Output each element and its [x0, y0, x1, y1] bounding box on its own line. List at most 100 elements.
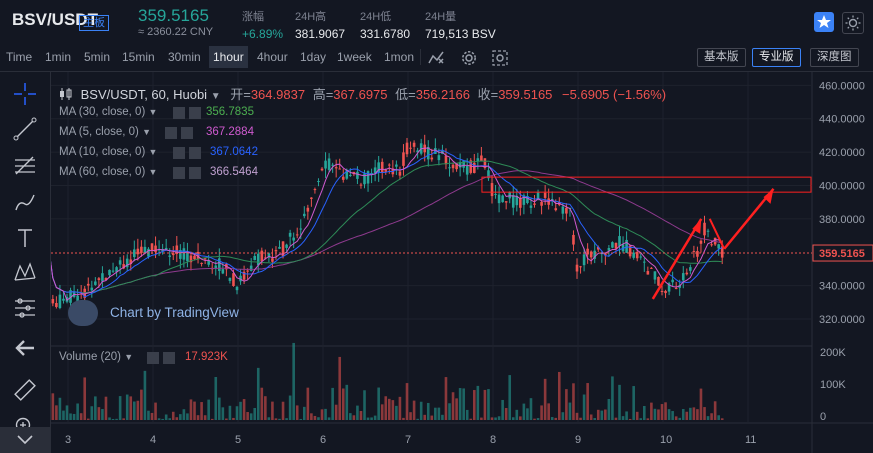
ma30-label[interactable]: MA (30, close, 0) ▼ — [59, 106, 158, 118]
settings-gear-icon[interactable] — [461, 50, 477, 66]
text-tool-icon[interactable] — [13, 226, 37, 250]
ma5-label[interactable]: MA (5, close, 0) ▼ — [59, 126, 152, 138]
ruler-icon[interactable] — [13, 378, 37, 402]
theme-sun-icon[interactable] — [842, 12, 864, 34]
volume-bar — [596, 409, 600, 420]
price-axis-label: 380.0000 — [819, 214, 865, 226]
candle — [565, 207, 568, 214]
pattern-tool-icon[interactable] — [13, 260, 37, 284]
volume-bar — [76, 403, 79, 420]
candle — [483, 158, 487, 169]
candle — [416, 150, 419, 153]
volume-bar — [359, 410, 363, 420]
volume-bar — [430, 415, 434, 420]
tf-1hour[interactable]: 1hour — [209, 46, 248, 68]
indicators-icon[interactable] — [428, 50, 444, 66]
tf-4hour[interactable]: 4hour — [257, 50, 288, 64]
candle — [710, 244, 713, 246]
volume-bar — [86, 418, 90, 420]
volume-bar — [572, 383, 575, 420]
volume-settings-icon[interactable] — [147, 352, 159, 364]
time-axis-label: 5 — [235, 434, 241, 446]
ma60-close-icon[interactable] — [189, 167, 201, 179]
volume-bar — [497, 416, 501, 420]
candle — [614, 242, 618, 249]
ma10-close-icon[interactable] — [189, 147, 201, 159]
ma60-label[interactable]: MA (60, close, 0) ▼ — [59, 166, 158, 178]
volume-bar — [203, 415, 207, 420]
candle — [104, 278, 108, 281]
candle — [572, 234, 575, 245]
volume-bar — [246, 412, 249, 420]
board-tag: 主板 — [79, 15, 109, 31]
volume-close-icon[interactable] — [163, 352, 175, 364]
volume-bar — [614, 417, 618, 420]
tf-15min[interactable]: 15min — [122, 50, 155, 64]
ma10-label[interactable]: MA (10, close, 0) ▼ — [59, 146, 158, 158]
candle — [494, 193, 497, 195]
volume-bar — [101, 409, 104, 420]
back-arrow-icon[interactable] — [13, 336, 37, 360]
down-arrow — [708, 218, 726, 250]
price-axis-label: 400.0000 — [819, 180, 865, 192]
candle — [504, 201, 508, 203]
candle — [171, 253, 175, 256]
volume-bar — [547, 403, 550, 420]
volume-bar — [437, 407, 441, 420]
volume-bar — [334, 404, 338, 420]
candle — [320, 168, 324, 171]
ma60-settings-icon[interactable] — [173, 167, 185, 179]
volume-bar — [90, 406, 94, 420]
ma5-close-icon[interactable] — [181, 127, 193, 139]
candle — [689, 267, 692, 271]
ma30-settings-icon[interactable] — [173, 107, 185, 119]
candle — [621, 244, 625, 252]
candle — [653, 271, 657, 280]
depth-chart-button[interactable]: 深度图 — [810, 48, 859, 67]
volume-bar — [611, 376, 614, 420]
measure-tool-icon[interactable] — [13, 296, 37, 320]
tf-5min[interactable]: 5min — [84, 50, 111, 64]
trend-line-icon[interactable] — [13, 117, 37, 141]
volume-bar — [115, 418, 118, 420]
ma10-settings-icon[interactable] — [173, 147, 185, 159]
volume-bar — [480, 417, 483, 420]
basic-version-button[interactable]: 基本版 — [697, 48, 746, 67]
volume-bar — [189, 399, 193, 420]
pro-version-button[interactable]: 专业版 — [752, 48, 801, 67]
candle — [607, 247, 611, 251]
tf-1min[interactable]: 1min — [45, 50, 72, 64]
change-value: −5.6905 (−1.56%) — [562, 87, 667, 102]
volume-bar — [111, 418, 115, 420]
volume-bar — [221, 407, 225, 420]
candle — [664, 290, 667, 294]
crosshair-icon[interactable] — [13, 82, 37, 106]
volume-bar — [458, 388, 462, 420]
ma5-settings-icon[interactable] — [165, 127, 177, 139]
tf-30min[interactable]: 30min — [168, 50, 201, 64]
tf-1mon[interactable]: 1mon — [384, 50, 415, 64]
screenshot-camera-icon[interactable] — [492, 50, 508, 66]
ma5-value: 367.2884 — [206, 126, 254, 138]
time-axis-label: 4 — [150, 434, 156, 446]
candle — [129, 259, 133, 265]
resistance-box — [481, 176, 812, 193]
tf-time[interactable]: Time — [6, 50, 33, 64]
pair-title[interactable]: BSV/USDT — [12, 10, 98, 29]
symbol-label[interactable]: BSV/USDT, 60, Huobi — [80, 87, 208, 102]
brush-icon[interactable] — [13, 190, 37, 214]
volume-bar — [515, 409, 519, 420]
candle — [462, 160, 465, 168]
candle — [409, 147, 412, 149]
volume-bar — [405, 383, 409, 420]
volume-bar — [133, 401, 136, 420]
collapse-toolbar-button[interactable] — [0, 427, 50, 453]
fib-tool-icon[interactable] — [13, 154, 37, 178]
favorite-star-icon[interactable] — [814, 12, 834, 32]
candle — [579, 266, 582, 268]
volume-bar — [288, 395, 292, 420]
tf-1week[interactable]: 1week — [337, 50, 372, 64]
ma30-close-icon[interactable] — [189, 107, 201, 119]
candle — [69, 290, 72, 303]
tf-1day[interactable]: 1day — [300, 50, 327, 64]
